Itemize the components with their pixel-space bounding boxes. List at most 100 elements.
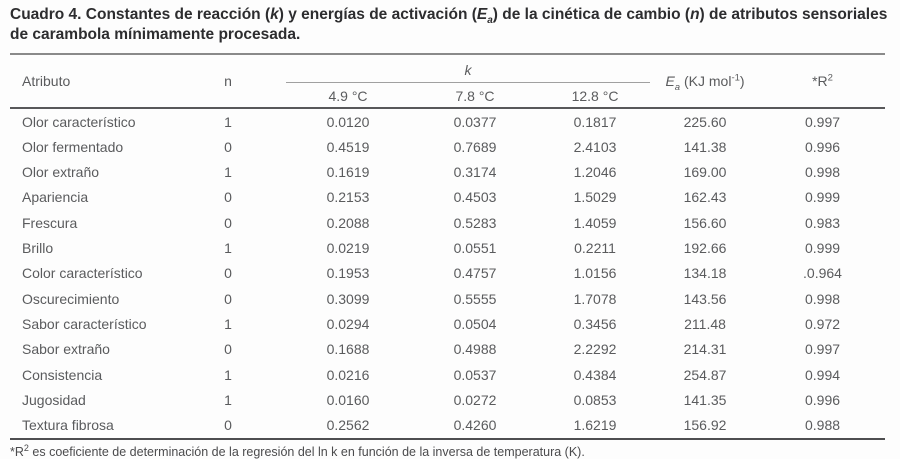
- value-cell: 0.5555: [453, 290, 497, 307]
- value-cell: 1.6219: [573, 417, 617, 434]
- value-cell: 141.38: [683, 138, 727, 155]
- col-header-temp-7-8: 7.8 °C: [455, 87, 495, 104]
- value-cell: 0.1953: [326, 265, 370, 282]
- value-cell: 0.0120: [326, 113, 370, 130]
- value-cell: 0.996: [804, 391, 841, 408]
- value-cell: 0.983: [804, 214, 841, 231]
- value-cell: 0.999: [804, 189, 841, 206]
- value-cell: 156.92: [683, 417, 727, 434]
- value-cell: 0.0853: [573, 391, 617, 408]
- value-cell: 0.0272: [453, 391, 497, 408]
- value-cell: 0: [224, 138, 232, 155]
- table-header: Atributo n k Ea (KJ mol-1) *R2 4.9 °C 7.…: [10, 53, 886, 108]
- value-cell: 0.4384: [573, 366, 617, 383]
- caption-ea-symbol: E: [476, 6, 488, 23]
- value-cell: 1: [224, 240, 232, 257]
- table-row: Oscurecimiento 0 0.3099 0.5555 1.7078 143.56 0…: [10, 286, 885, 311]
- value-cell: 0.2153: [326, 189, 370, 206]
- table-caption: Cuadro 4. Constantes de reacción (k) y e…: [10, 6, 888, 44]
- table-row: Sabor característico 1 0.0294 0.0504 0.3456 2…: [10, 311, 885, 336]
- value-cell: 141.35: [683, 391, 727, 408]
- value-cell: 0: [224, 290, 232, 307]
- attribute-cell: Frescura: [22, 214, 78, 231]
- value-cell: 0.1688: [326, 341, 370, 358]
- attribute-cell: Consistencia: [22, 366, 103, 383]
- value-cell: 192.66: [683, 240, 727, 257]
- value-cell: 0.0219: [326, 240, 370, 257]
- value-cell: 0.0377: [453, 113, 497, 130]
- value-cell: 0.994: [804, 366, 841, 383]
- value-cell: 0.4260: [453, 417, 497, 434]
- value-cell: 0.2211: [574, 240, 616, 257]
- value-cell: 0.7689: [453, 138, 497, 155]
- value-cell: 0: [224, 265, 232, 282]
- value-cell: 1: [224, 164, 232, 181]
- value-cell: 0.997: [804, 341, 841, 358]
- table-row: Olor fermentado 0 0.4519 0.7689 2.4103 141.38…: [10, 134, 885, 159]
- value-cell: 1: [224, 113, 232, 130]
- attribute-cell: Olor fermentado: [22, 138, 124, 155]
- value-cell: 0.0160: [326, 391, 370, 408]
- attribute-cell: Jugosidad: [22, 391, 86, 408]
- attribute-cell: Oscurecimiento: [22, 290, 120, 307]
- value-cell: 1: [224, 315, 232, 332]
- value-cell: 225.60: [683, 113, 727, 130]
- table-row: Consistencia 1 0.0216 0.0537 0.4384 254.87 0.9…: [10, 362, 885, 387]
- value-cell: 0.999: [804, 240, 841, 257]
- value-cell: 0.1619: [326, 164, 370, 181]
- value-cell: 0.998: [804, 290, 841, 307]
- value-cell: 211.48: [684, 315, 726, 332]
- value-cell: 0: [224, 417, 232, 434]
- value-cell: 0.0537: [453, 366, 497, 383]
- value-cell: .0.964: [803, 265, 842, 282]
- col-header-temp-4-9: 4.9 °C: [328, 87, 368, 104]
- table-row: Brillo 1 0.0219 0.0551 0.2211 192.66 0.999: [10, 235, 885, 260]
- value-cell: 0.996: [804, 138, 841, 155]
- value-cell: 0.998: [804, 164, 841, 181]
- col-header-r2: *R2: [812, 72, 833, 89]
- caption-k-symbol: k: [270, 6, 279, 23]
- kinetics-table: Atributo n k Ea (KJ mol-1) *R2 4.9 °C 7.…: [10, 52, 886, 440]
- value-cell: 0: [224, 189, 232, 206]
- value-cell: 156.60: [683, 214, 727, 231]
- value-cell: 0.4519: [326, 138, 370, 155]
- value-cell: 0.0551: [453, 240, 497, 257]
- table-row: Frescura 0 0.2088 0.5283 1.4059 156.60 0.983: [10, 210, 885, 235]
- table-row: Sabor extraño 0 0.1688 0.4988 2.2292 214.31 0.…: [10, 337, 885, 362]
- value-cell: 1.7078: [573, 290, 617, 307]
- col-header-k-group: k: [286, 53, 651, 83]
- value-cell: 1.2046: [573, 164, 617, 181]
- table-body: Olor característico 1 0.0120 0.0377 0.1817 22…: [10, 108, 885, 439]
- value-cell: 0.3174: [453, 164, 497, 181]
- attribute-cell: Olor característico: [22, 113, 136, 130]
- col-header-n: n: [224, 72, 232, 89]
- value-cell: 0.988: [804, 417, 841, 434]
- value-cell: 0.3099: [326, 290, 370, 307]
- value-cell: 1: [224, 366, 232, 383]
- table-row: Textura fibrosa 0 0.2562 0.4260 1.6219 156.92…: [10, 412, 885, 438]
- value-cell: 134.18: [683, 265, 727, 282]
- attribute-cell: Sabor característico: [22, 315, 147, 332]
- table-footnote: *R2 es coeficiente de determinación de l…: [10, 442, 585, 459]
- value-cell: 0.3456: [573, 315, 617, 332]
- value-cell: 0.0504: [453, 315, 497, 332]
- attribute-cell: Brillo: [22, 240, 54, 257]
- value-cell: 0.4757: [453, 265, 497, 282]
- value-cell: 1: [224, 391, 232, 408]
- value-cell: 2.2292: [573, 341, 617, 358]
- col-header-temp-12-8: 12.8 °C: [571, 87, 619, 104]
- value-cell: 0.997: [804, 113, 841, 130]
- value-cell: 0.2562: [326, 417, 370, 434]
- col-header-atributo: Atributo: [22, 72, 71, 89]
- attribute-cell: Olor extraño: [22, 164, 100, 181]
- value-cell: 143.56: [683, 290, 727, 307]
- value-cell: 1.4059: [573, 214, 617, 231]
- attribute-cell: Sabor extraño: [22, 341, 110, 358]
- table-row: Apariencia 0 0.2153 0.4503 1.5029 162.43 0.999: [10, 185, 885, 210]
- attribute-cell: Color característico: [22, 265, 143, 282]
- value-cell: 0.0294: [326, 315, 370, 332]
- caption-text: Cuadro 4. Constantes de reacción (: [10, 6, 271, 23]
- attribute-cell: Textura fibrosa: [22, 417, 114, 434]
- value-cell: 0.2088: [326, 214, 370, 231]
